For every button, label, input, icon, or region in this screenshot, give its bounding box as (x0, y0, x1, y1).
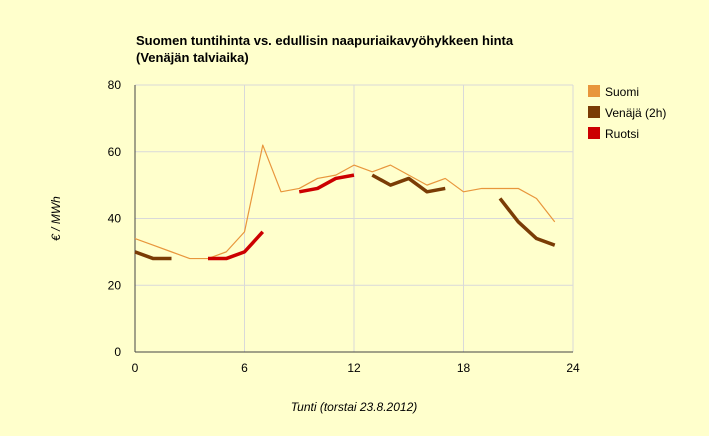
chart-title-line-1: Suomen tuntihinta vs. edullisin naapuria… (136, 33, 514, 48)
x-tick-label: 0 (132, 361, 139, 375)
y-tick-label: 60 (108, 145, 122, 159)
series-line-ven-j-2h-3 (498, 197, 556, 247)
x-tick-label: 18 (457, 361, 471, 375)
y-axis-title: € / MWh (49, 196, 63, 241)
series-line-ruotsi-1 (208, 230, 265, 261)
legend-label-ven-j-2h: Venäjä (2h) (605, 106, 666, 120)
y-tick-label: 0 (114, 345, 121, 359)
chart-title-line-2: (Venäjän talviaika) (136, 50, 249, 65)
legend-swatch-suomi (588, 85, 600, 97)
y-tick-label: 40 (108, 212, 122, 226)
x-tick-label: 12 (347, 361, 361, 375)
y-tick-label: 20 (108, 278, 122, 292)
legend-swatch-ven-j-2h (588, 106, 600, 118)
y-tick-label: 80 (108, 78, 122, 92)
legend-label-suomi: Suomi (605, 85, 639, 99)
x-tick-label: 24 (566, 361, 580, 375)
x-tick-label: 6 (241, 361, 248, 375)
series-line-ruotsi-2 (298, 173, 355, 194)
legend-label-ruotsi: Ruotsi (605, 127, 639, 141)
series-line-ven-j-2h-1 (134, 250, 172, 261)
x-axis-title: Tunti (torstai 23.8.2012) (291, 400, 418, 414)
legend-swatch-ruotsi (588, 127, 600, 139)
series-line-suomi-1 (134, 144, 556, 260)
series-line-ven-j-2h-2 (371, 173, 446, 194)
